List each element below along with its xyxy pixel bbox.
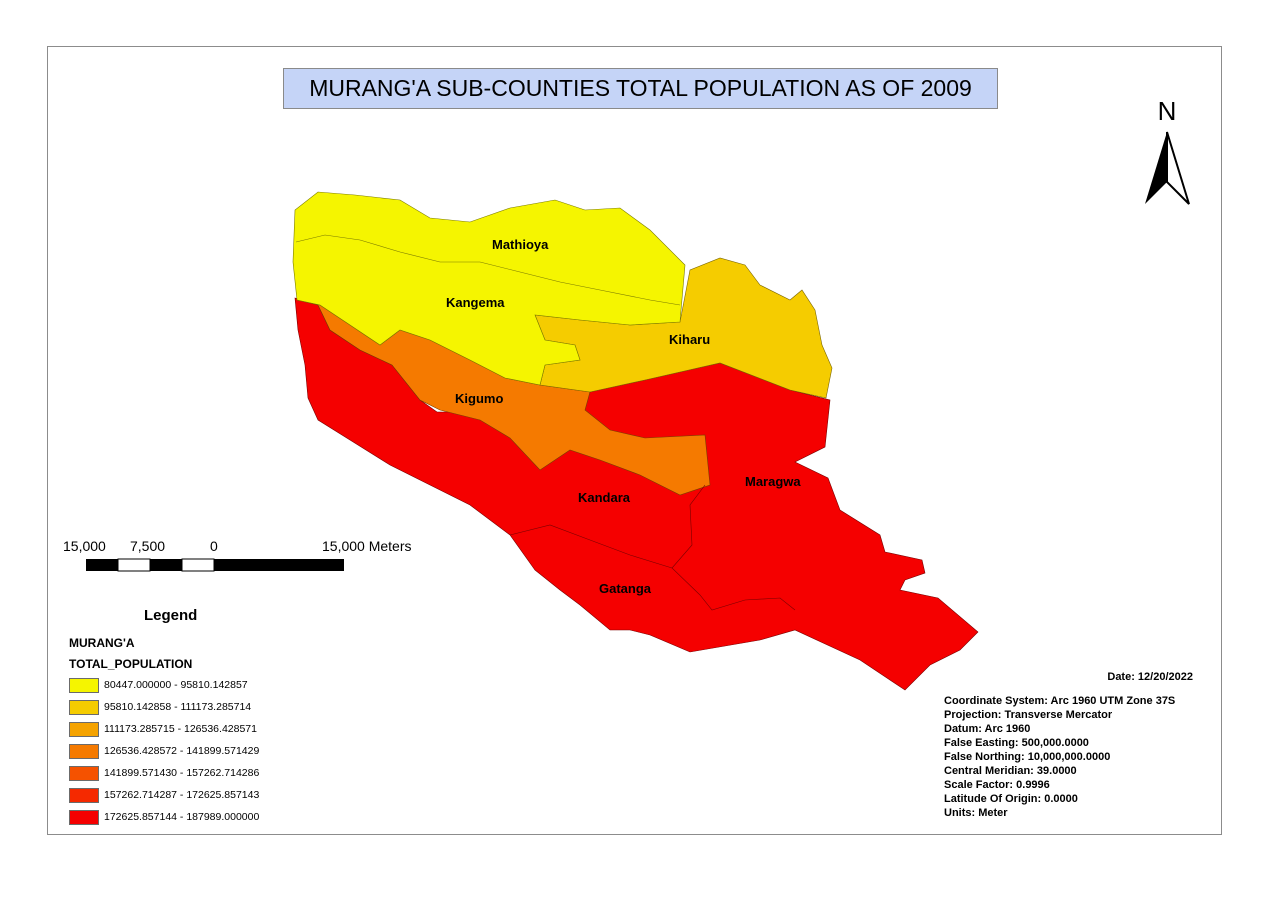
legend-swatch [69,678,99,693]
legend-field-name: TOTAL_POPULATION [69,657,193,671]
scale-label: 15,000 Meters [322,538,412,554]
legend-label: 157262.714287 - 172625.857143 [104,789,260,801]
legend-swatch [69,722,99,737]
legend-label: 172625.857144 - 187989.000000 [104,811,260,823]
legend-label: 80447.000000 - 95810.142857 [104,679,248,691]
legend-swatch [69,788,99,803]
boundary-mathioya-kangema [295,234,681,306]
legend-title: Legend [144,607,198,624]
legend-label: 126536.428572 - 141899.571429 [104,745,260,757]
legend-swatch [69,810,99,825]
legend-swatch [69,700,99,715]
legend-layer-name: MURANG'A [69,636,135,650]
projection-line: Projection: Transverse Mercator [944,709,1113,721]
scale-bar: 15,000 7,500 0 15,000 Meters [60,538,440,578]
region-kangema-mathioya[interactable] [292,191,686,386]
legend-swatch [69,766,99,781]
region-label: Kigumo [455,391,503,406]
legend-label: 141899.571430 - 157262.714286 [104,767,260,779]
region-label: Kandara [578,490,631,505]
projection-line: Datum: Arc 1960 [944,723,1031,735]
legend-label: 95810.142858 - 111173.285714 [104,701,252,713]
projection-info: Coordinate System: Arc 1960 UTM Zone 37S… [944,694,1175,820]
projection-line: False Easting: 500,000.0000 [944,737,1089,749]
map-date: Date: 12/20/2022 [1107,671,1193,683]
scale-bar-graphic [86,558,344,572]
legend-swatch [69,744,99,759]
north-arrow-icon [1145,131,1190,205]
north-arrow: N [1140,96,1194,210]
map-frame [47,46,1222,835]
north-label: N [1157,96,1177,126]
scale-label: 7,500 [130,538,166,554]
projection-line: False Northing: 10,000,000.0000 [944,751,1111,763]
region-label: Gatanga [599,581,652,596]
scale-label: 15,000 [63,538,106,554]
projection-line: Coordinate System: Arc 1960 UTM Zone 37S [944,695,1176,707]
projection-line: Central Meridian: 39.0000 [944,765,1077,777]
boundary-kandara-gatanga [509,524,673,569]
scale-label: 0 [210,538,218,554]
projection-line: Latitude Of Origin: 0.0000 [944,793,1078,805]
map-title: MURANG'A SUB-COUNTIES TOTAL POPULATION A… [283,68,998,109]
projection-line: Units: Meter [944,807,1008,819]
projection-line: Scale Factor: 0.9996 [944,779,1050,791]
legend-label: 111173.285715 - 126536.428571 [104,723,257,735]
region-label: Kiharu [669,332,710,347]
region-labels: Mathioya Kangema Kiharu Kigumo Kandara M… [446,237,801,596]
region-label: Kangema [446,295,505,310]
boundary-kandara-maragwa [671,484,796,611]
region-label: Mathioya [492,237,549,252]
region-label: Maragwa [745,474,801,489]
